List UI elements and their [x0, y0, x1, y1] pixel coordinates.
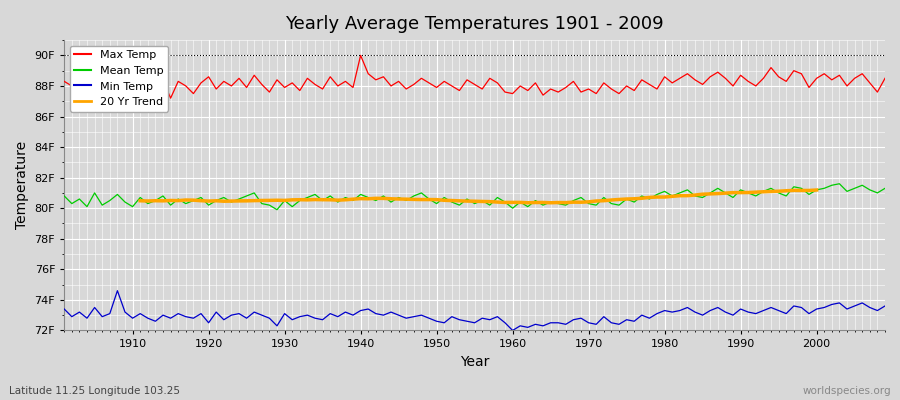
Title: Yearly Average Temperatures 1901 - 2009: Yearly Average Temperatures 1901 - 2009: [285, 15, 664, 33]
Legend: Max Temp, Mean Temp, Min Temp, 20 Yr Trend: Max Temp, Mean Temp, Min Temp, 20 Yr Tre…: [70, 46, 167, 112]
Y-axis label: Temperature: Temperature: [15, 141, 29, 229]
X-axis label: Year: Year: [460, 355, 490, 369]
Text: worldspecies.org: worldspecies.org: [803, 386, 891, 396]
Text: Latitude 11.25 Longitude 103.25: Latitude 11.25 Longitude 103.25: [9, 386, 180, 396]
